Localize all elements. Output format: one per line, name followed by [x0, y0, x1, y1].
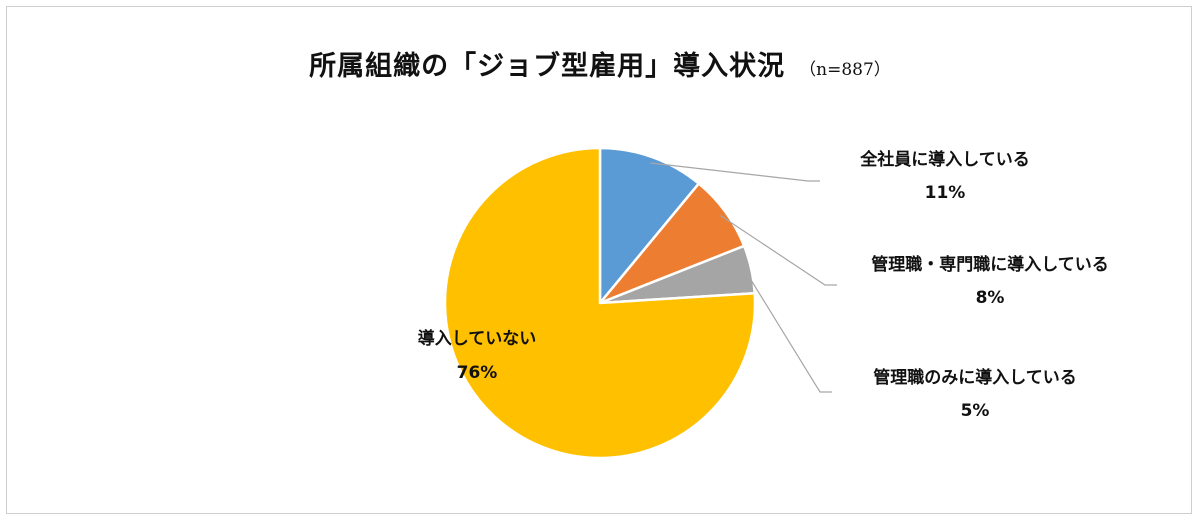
- slice-label-3: 管理職のみに導入している: [873, 367, 1077, 388]
- slice-labels: 全社員に導入している 11% 管理職・専門職に導入している 8% 管理職のみに導入してい…: [418, 149, 1109, 421]
- slice-percent-3: 5%: [961, 401, 990, 421]
- chart-title-row: 所属組織の「ジョブ型雇用」導入状況 （n=887）: [0, 44, 1200, 83]
- slice-percent-1: 11%: [925, 183, 966, 203]
- leader-line-2: [720, 215, 837, 286]
- pie-slice-4: [443, 146, 757, 460]
- sample-size-label: （n=887）: [799, 60, 891, 80]
- chart-title: 所属組織の「ジョブ型雇用」導入状況: [309, 51, 786, 82]
- slice-label-4: 導入していない: [418, 328, 537, 349]
- slice-percent-2: 8%: [976, 288, 1005, 308]
- leader-lines: [650, 162, 837, 393]
- pie-slice-1: [598, 146, 701, 305]
- leader-line-3: [744, 270, 832, 393]
- pie-slices: [443, 146, 757, 460]
- slice-label-2: 管理職・専門職に導入している: [871, 254, 1109, 275]
- slice-label-1: 全社員に導入している: [859, 149, 1030, 170]
- slice-percent-4: 76%: [457, 363, 498, 383]
- leader-line-1: [650, 162, 820, 182]
